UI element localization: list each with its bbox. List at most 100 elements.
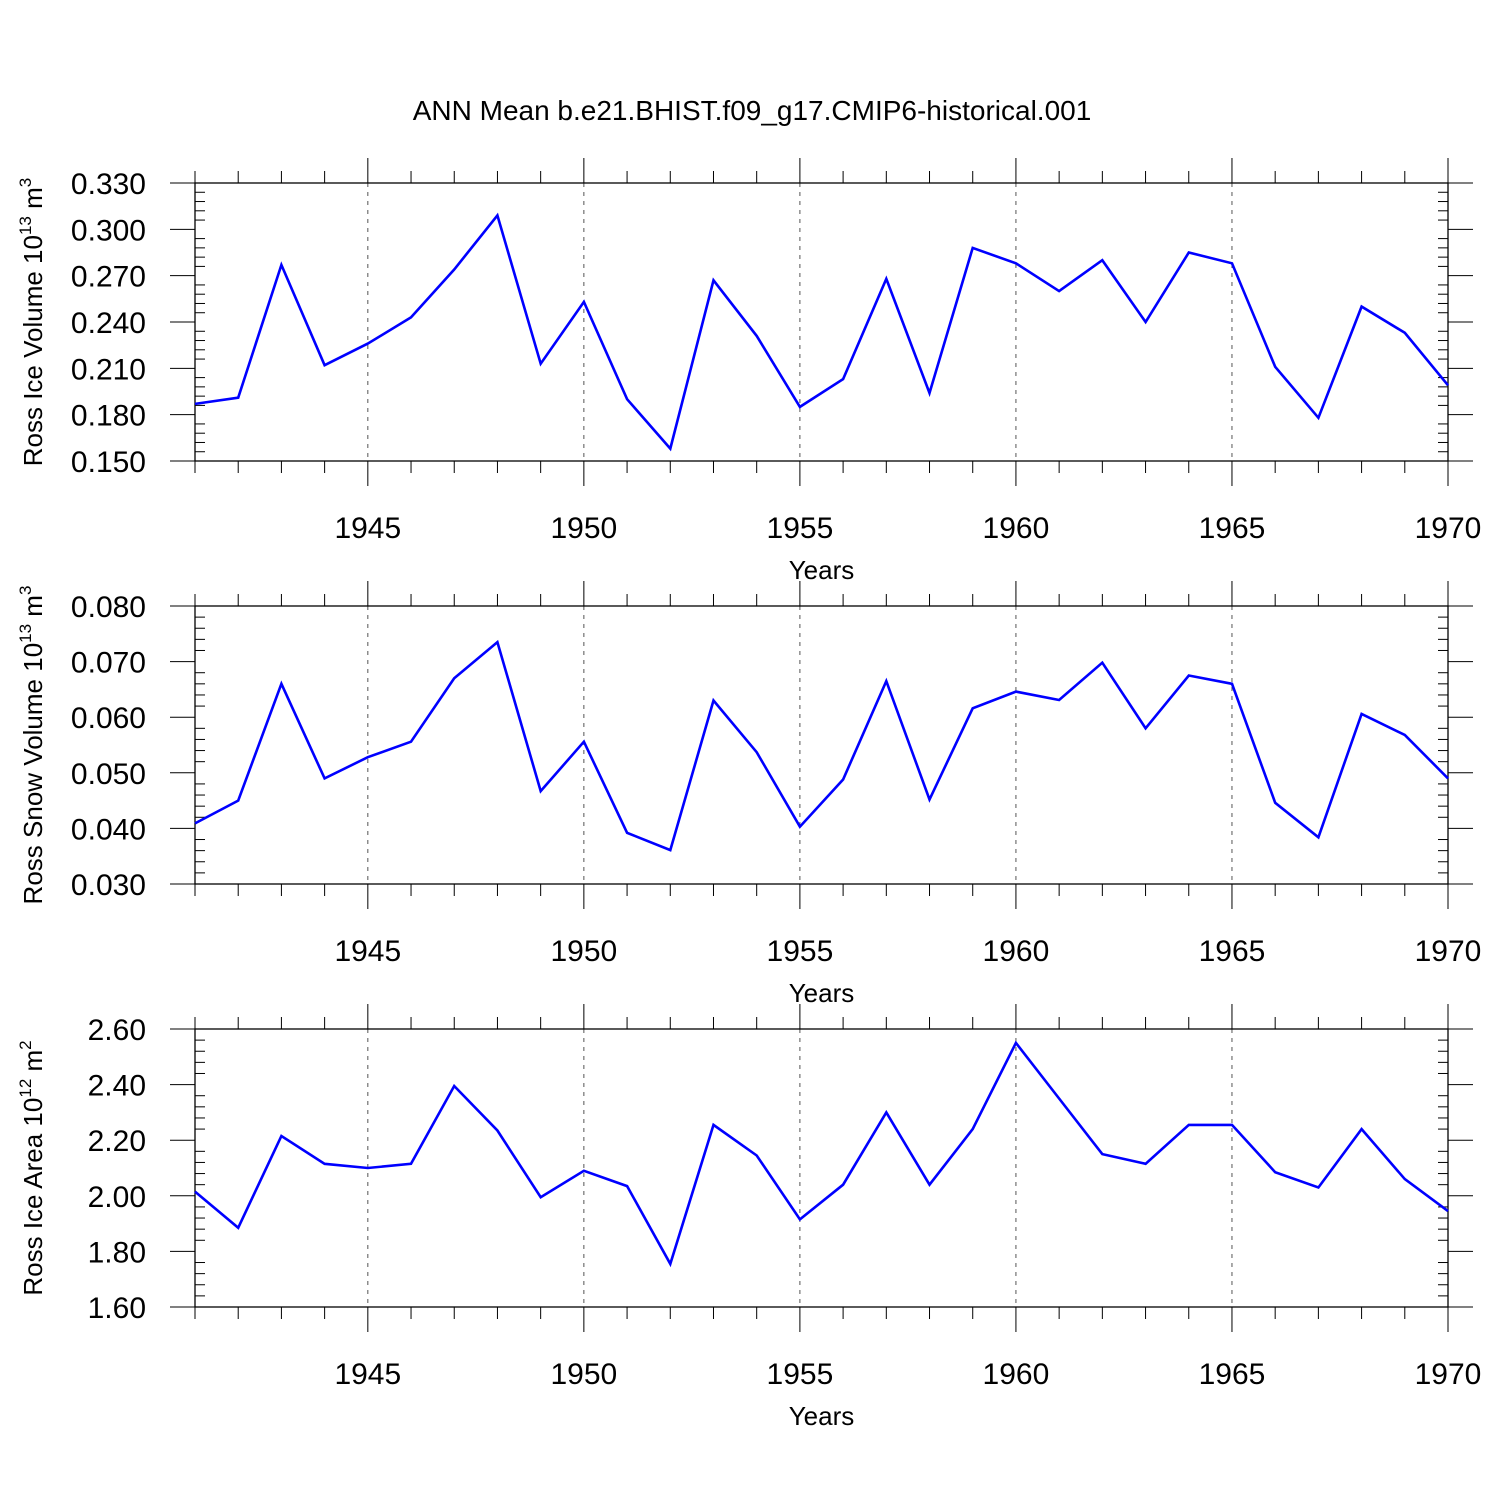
y-tick-label: 0.040 <box>71 813 146 846</box>
data-point <box>1014 690 1018 694</box>
data-point <box>495 1128 499 1132</box>
data-point <box>1014 261 1018 265</box>
data-point <box>1057 289 1061 293</box>
data-point <box>841 777 845 781</box>
data-point <box>236 396 240 400</box>
data-point <box>1446 776 1450 780</box>
y-tick-label: 0.060 <box>71 702 146 735</box>
y-axis-title: Ross Ice Volume 1013 m3 <box>16 178 48 467</box>
data-point <box>323 776 327 780</box>
data-point <box>668 447 672 451</box>
data-point <box>928 391 932 395</box>
series-line <box>194 1040 1449 1268</box>
data-point <box>495 640 499 644</box>
y-tick-label: 2.20 <box>88 1125 146 1158</box>
data-point <box>236 799 240 803</box>
data-point <box>1230 261 1234 265</box>
data-point <box>1446 383 1450 387</box>
data-point <box>582 1169 586 1173</box>
data-point <box>798 1217 802 1221</box>
data-point <box>236 1226 240 1230</box>
data-point <box>1316 835 1320 839</box>
data-point <box>1273 801 1277 805</box>
data-point <box>841 377 845 381</box>
data-point <box>582 300 586 304</box>
data-point <box>279 1134 283 1138</box>
x-tick-label: 1945 <box>334 512 401 545</box>
x-tick-label: 1970 <box>1415 1358 1482 1391</box>
x-tick-label: 1970 <box>1415 935 1482 968</box>
data-point <box>1360 1127 1364 1131</box>
figure-title: ANN Mean b.e21.BHIST.f09_g17.CMIP6-histo… <box>413 95 1092 126</box>
data-point <box>755 334 759 338</box>
x-tick-label: 1950 <box>550 1358 617 1391</box>
data-point <box>323 1162 327 1166</box>
data-point <box>755 1153 759 1157</box>
data-point <box>668 1262 672 1266</box>
series-line <box>194 639 1449 852</box>
data-point <box>884 277 888 281</box>
data-point <box>539 362 543 366</box>
data-point <box>193 402 197 406</box>
x-tick-label: 1960 <box>983 1358 1050 1391</box>
data-point <box>279 682 283 686</box>
data-point <box>841 1183 845 1187</box>
x-tick-label: 1955 <box>767 935 834 968</box>
data-point <box>366 1166 370 1170</box>
data-point <box>1403 733 1407 737</box>
data-point <box>1403 1177 1407 1181</box>
y-tick-label: 0.240 <box>71 307 146 340</box>
series-line <box>194 212 1450 452</box>
data-point <box>971 246 975 250</box>
data-point <box>971 706 975 710</box>
data-point <box>1144 320 1148 324</box>
data-point <box>798 825 802 829</box>
x-tick-label: 1965 <box>1199 512 1266 545</box>
x-tick-label: 1955 <box>767 1358 834 1391</box>
data-point <box>755 750 759 754</box>
data-point <box>711 278 715 282</box>
data-point <box>928 797 932 801</box>
data-point <box>1057 698 1061 702</box>
y-tick-label: 0.050 <box>71 758 146 791</box>
data-point <box>625 1184 629 1188</box>
data-point <box>884 679 888 683</box>
x-tick-label: 1965 <box>1199 1358 1266 1391</box>
data-point <box>1144 726 1148 730</box>
data-point <box>1100 1152 1104 1156</box>
y-tick-label: 0.270 <box>71 261 146 294</box>
x-axis-title: Years <box>789 555 855 585</box>
data-point <box>971 1127 975 1131</box>
data-point <box>668 848 672 852</box>
data-point <box>366 342 370 346</box>
y-tick-label: 0.300 <box>71 214 146 247</box>
x-axis-title: Years <box>789 978 855 1008</box>
data-point <box>1273 365 1277 369</box>
data-point <box>409 1162 413 1166</box>
data-point <box>625 831 629 835</box>
x-tick-label: 1965 <box>1199 935 1266 968</box>
data-point <box>711 1123 715 1127</box>
data-point <box>452 267 456 271</box>
data-point <box>452 676 456 680</box>
y-tick-label: 0.070 <box>71 647 146 680</box>
data-point <box>1403 331 1407 335</box>
y-tick-label: 2.60 <box>88 1014 146 1047</box>
panel-3: 1.60 1.80 2.00 2.20 2.40 2.60 1945 1950 1955 1960… <box>16 1004 1481 1431</box>
x-tick-label: 1945 <box>334 1358 401 1391</box>
x-axis-title: Years <box>789 1401 855 1431</box>
y-axis-title: Ross Snow Volume 1013 m3 <box>16 586 48 905</box>
data-point <box>1316 416 1320 420</box>
data-point <box>1446 1209 1450 1213</box>
data-point <box>1144 1162 1148 1166</box>
data-point <box>625 397 629 401</box>
panel-2: 0.030 0.040 0.050 0.060 0.070 0.080 1945 1950 19… <box>16 581 1481 1008</box>
data-point <box>193 821 197 825</box>
panel-1: 0.150 0.180 0.210 0.240 0.270 0.300 0.330 1945 1… <box>16 158 1481 585</box>
x-tick-label: 1960 <box>983 512 1050 545</box>
data-point <box>409 315 413 319</box>
data-point <box>1273 1170 1277 1174</box>
data-point <box>884 1110 888 1114</box>
data-point <box>582 740 586 744</box>
